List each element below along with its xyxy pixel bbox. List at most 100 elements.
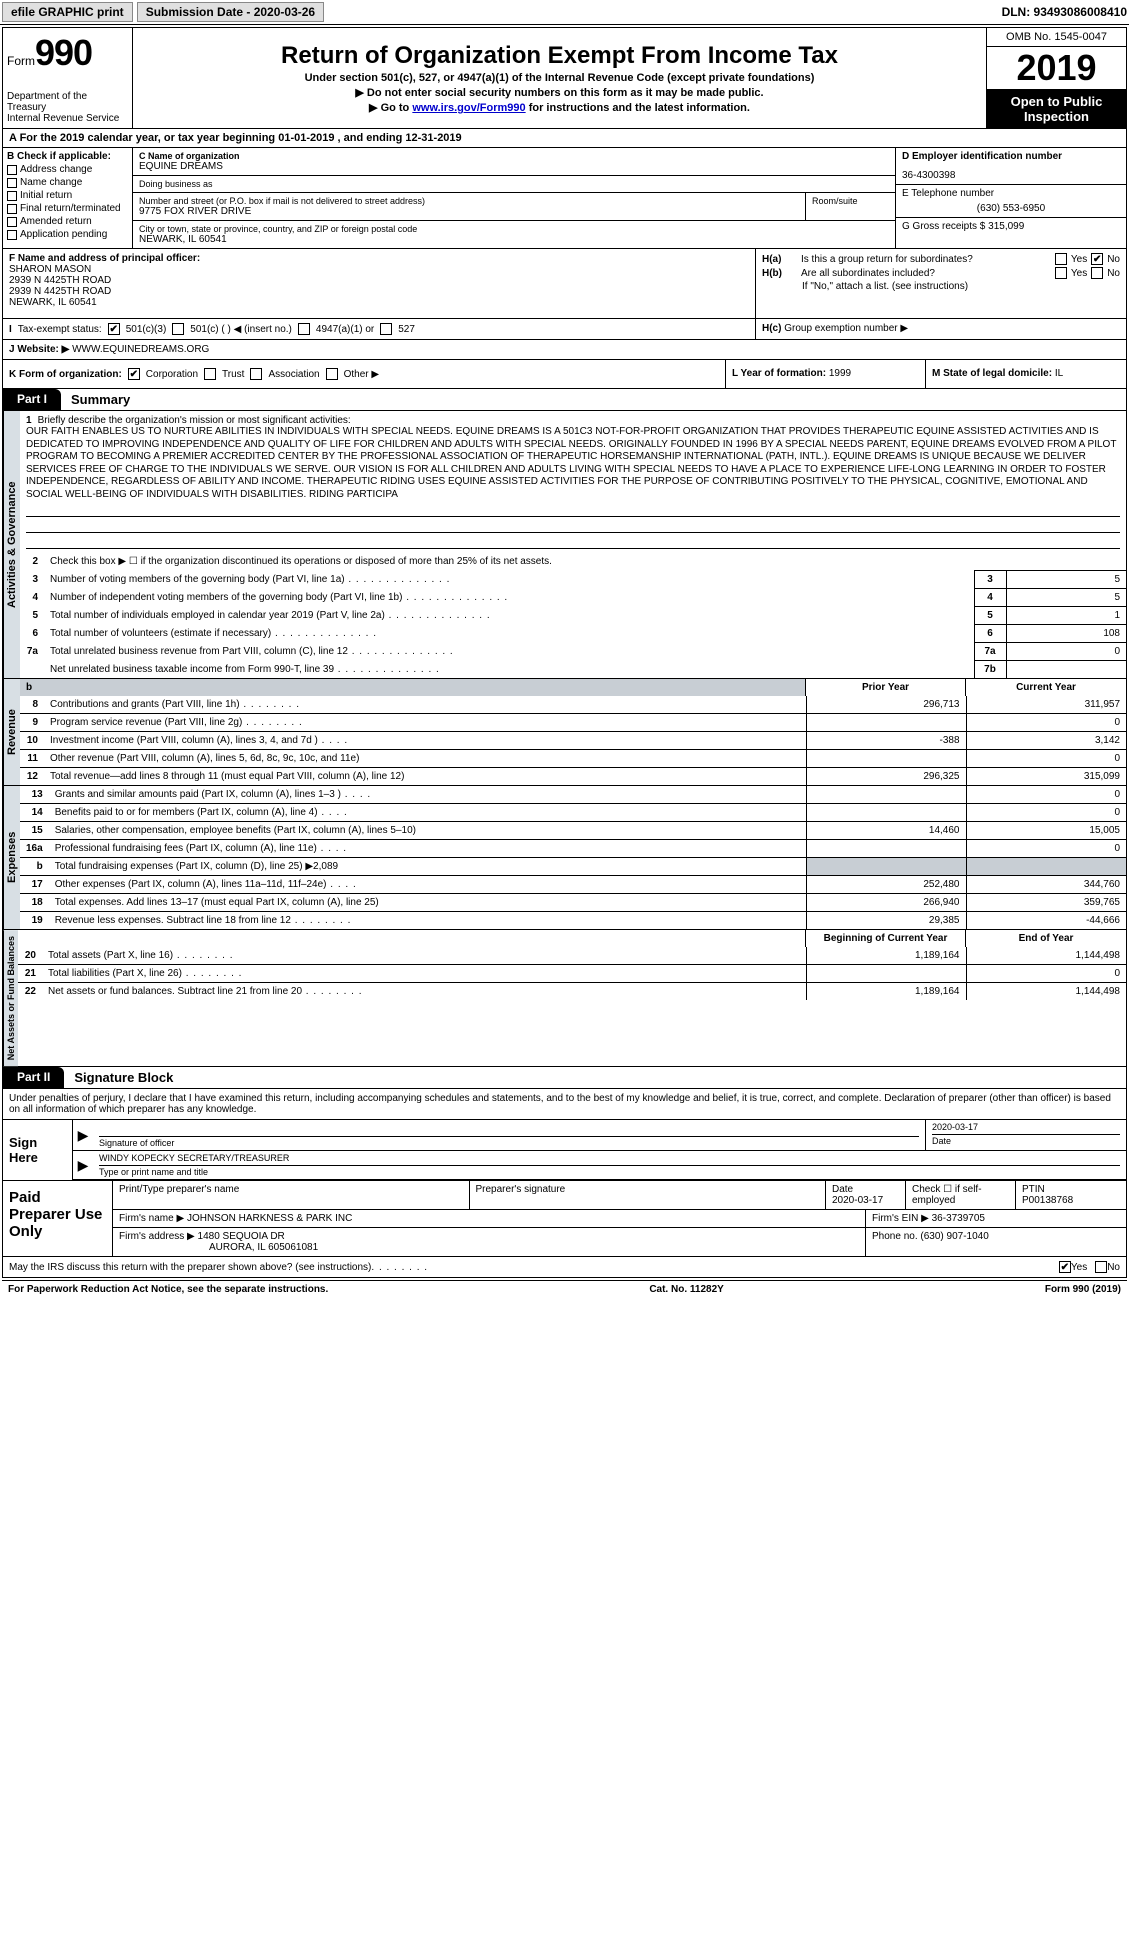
website-label: Website: ▶ [17, 344, 69, 355]
line-text: Number of independent voting members of … [44, 589, 974, 607]
ha-yes-checkbox[interactable] [1055, 253, 1067, 265]
city-value: NEWARK, IL 60541 [139, 234, 889, 245]
header-right: OMB No. 1545-0047 2019 Open to Public In… [986, 28, 1126, 128]
chk-initial-return[interactable]: Initial return [7, 190, 128, 201]
section-c: C Name of organization EQUINE DREAMS Doi… [133, 148, 896, 248]
opt-4947: 4947(a)(1) or [316, 324, 374, 335]
form-ref: Form 990 (2019) [1045, 1284, 1121, 1295]
gross-receipts-value: 315,099 [988, 221, 1024, 232]
submission-date-button[interactable]: Submission Date - 2020-03-26 [137, 2, 324, 22]
expenses-block: Expenses 13Grants and similar amounts pa… [3, 786, 1126, 930]
line-num: 15 [20, 822, 49, 840]
opt-association: Association [268, 369, 319, 380]
chk-application-pending[interactable]: Application pending [7, 229, 128, 240]
current-val: 0 [966, 786, 1126, 804]
chk-name-change[interactable]: Name change [7, 177, 128, 188]
form-number: 990 [35, 32, 92, 73]
open-line-2: Inspection [1024, 109, 1089, 124]
box-num: 7a [974, 643, 1006, 661]
ha-no-checkbox[interactable]: ✔ [1091, 253, 1103, 265]
header-middle: Return of Organization Exempt From Incom… [133, 28, 986, 128]
period-end: 12-31-2019 [405, 132, 461, 144]
firm-ein-label: Firm's EIN ▶ [872, 1213, 929, 1224]
shaded-cell [966, 858, 1126, 876]
chk-label: Name change [20, 177, 82, 188]
ptin-label: PTIN [1022, 1184, 1120, 1195]
vtab-expenses: Expenses [3, 786, 20, 929]
prior-val [806, 786, 966, 804]
part2-title: Signature Block [64, 1067, 1126, 1088]
efile-print-button[interactable]: efile GRAPHIC print [2, 2, 133, 22]
current-val: 1,144,498 [966, 947, 1126, 965]
firm-phone-value: (630) 907-1040 [920, 1231, 988, 1242]
chk-4947[interactable] [298, 323, 310, 335]
current-val: 1,144,498 [966, 983, 1126, 1001]
chk-final-return[interactable]: Final return/terminated [7, 203, 128, 214]
box-val: 0 [1006, 643, 1126, 661]
section-m: M State of legal domicile: IL [926, 360, 1126, 388]
chk-501c3[interactable]: ✔ [108, 323, 120, 335]
chk-amended-return[interactable]: Amended return [7, 216, 128, 227]
hb-yes-checkbox[interactable] [1055, 267, 1067, 279]
section-cde-wrap: C Name of organization EQUINE DREAMS Doi… [133, 148, 1126, 248]
arrow2-suffix: for instructions and the latest informat… [526, 102, 750, 114]
arrow-icon: ▶ [73, 1120, 93, 1150]
line-num: 19 [20, 912, 49, 930]
prior-val [806, 840, 966, 858]
netassets-table: 20Total assets (Part X, line 16)1,189,16… [18, 947, 1126, 1000]
ha-label: H(a) [762, 254, 797, 265]
open-line-1: Open to Public [1011, 94, 1103, 109]
prior-val: 14,460 [806, 822, 966, 840]
current-val: 0 [966, 714, 1126, 732]
chk-address-change[interactable]: Address change [7, 164, 128, 175]
part2-header: Part II Signature Block [3, 1067, 1126, 1089]
chk-501c[interactable] [172, 323, 184, 335]
line-text: Net unrelated business taxable income fr… [44, 661, 974, 679]
arrow2-prefix: ▶ Go to [369, 102, 412, 114]
signature-field[interactable]: Signature of officer [93, 1120, 926, 1150]
no-label: No [1107, 268, 1120, 279]
line-num: 13 [20, 786, 49, 804]
chk-corporation[interactable]: ✔ [128, 368, 140, 380]
chk-527[interactable] [380, 323, 392, 335]
part1-num: Part I [3, 389, 61, 410]
mission-label: Briefly describe the organization's miss… [38, 415, 351, 426]
chk-other[interactable] [326, 368, 338, 380]
section-b: B Check if applicable: Address change Na… [3, 148, 133, 248]
irs-link[interactable]: www.irs.gov/Form990 [412, 102, 525, 114]
section-f: F Name and address of principal officer:… [3, 249, 756, 318]
current-val: 3,142 [966, 732, 1126, 750]
hb-no-checkbox[interactable] [1091, 267, 1103, 279]
revenue-table: 8Contributions and grants (Part VIII, li… [20, 696, 1126, 785]
firm-ein-value: 36-3739705 [932, 1213, 985, 1224]
current-year-hdr: Current Year [966, 679, 1126, 696]
mission-text: OUR FAITH ENABLES US TO NURTURE ABILITIE… [26, 426, 1120, 501]
phone-label: E Telephone number [902, 188, 1120, 199]
discuss-no-checkbox[interactable] [1095, 1261, 1107, 1273]
chk-label: Amended return [20, 216, 92, 227]
prior-year-hdr: Prior Year [806, 679, 966, 696]
line-text: Professional fundraising fees (Part IX, … [49, 840, 806, 858]
yes-label: Yes [1071, 1262, 1087, 1273]
chk-trust[interactable] [204, 368, 216, 380]
line-1-num: 1 [26, 415, 32, 426]
form-container: Form990 Department of the Treasury Inter… [2, 27, 1127, 1278]
chk-label: Application pending [20, 229, 107, 240]
prior-val: 1,189,164 [806, 983, 966, 1001]
l-value: 1999 [829, 368, 851, 379]
firm-phone-label: Phone no. [872, 1231, 918, 1242]
ein-label: D Employer identification number [902, 151, 1120, 162]
dln-label: DLN: 93493086008410 [1002, 5, 1127, 19]
paid-preparer-block: Paid Preparer Use Only Print/Type prepar… [3, 1181, 1126, 1257]
line-text: Net assets or fund balances. Subtract li… [42, 983, 806, 1001]
opt-501c: 501(c) ( ) ◀ (insert no.) [190, 324, 292, 335]
discuss-yes-checkbox[interactable]: ✔ [1059, 1261, 1071, 1273]
line-text: Total expenses. Add lines 13–17 (must eq… [49, 894, 806, 912]
prior-val: 1,189,164 [806, 947, 966, 965]
part2-num: Part II [3, 1067, 64, 1088]
expenses-table: 13Grants and similar amounts paid (Part … [20, 786, 1126, 929]
sig-date-val: 2020-03-17 [932, 1122, 1120, 1132]
officer-addr1: 2939 N 4425TH ROAD [9, 275, 749, 286]
chk-association[interactable] [250, 368, 262, 380]
ein-value: 36-4300398 [902, 170, 1120, 181]
